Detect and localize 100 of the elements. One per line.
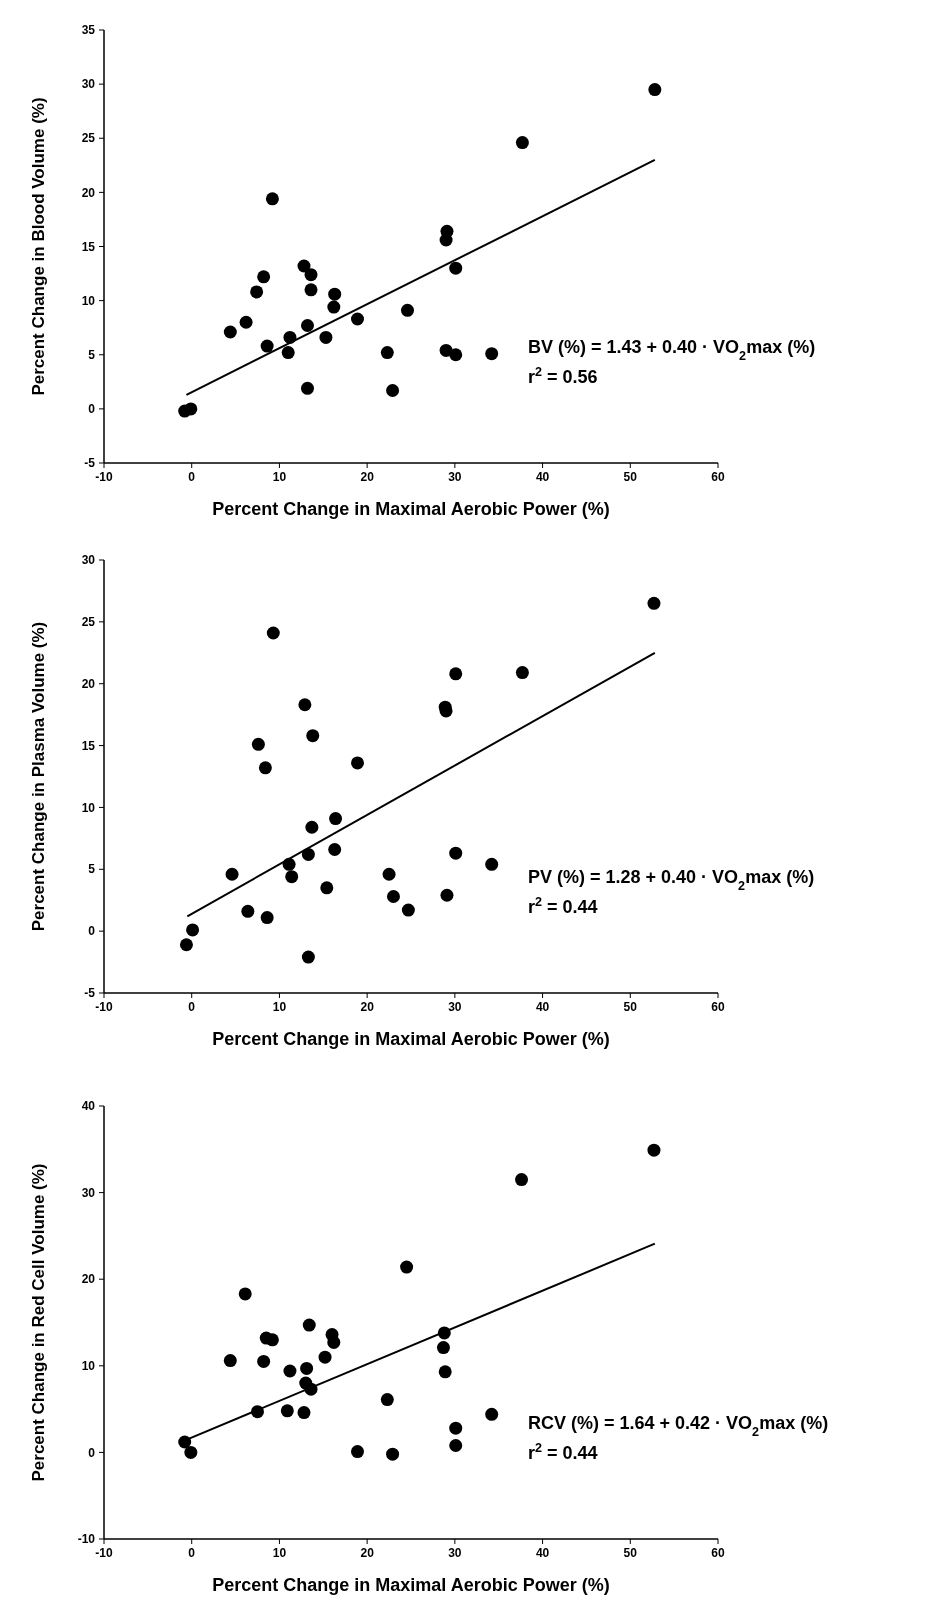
point bbox=[302, 1318, 316, 1332]
annotation: PV (%) = 1.28 + 0.40 · VO$_{2}$max (%) bbox=[528, 867, 815, 893]
x-axis-title: Percent Change in Maximal Aerobic Power (%) bbox=[212, 1029, 610, 1049]
point bbox=[380, 346, 394, 360]
point bbox=[350, 756, 364, 770]
point bbox=[241, 904, 255, 918]
point bbox=[449, 1438, 463, 1452]
x-tick-label: 10 bbox=[272, 1546, 287, 1560]
point bbox=[449, 846, 463, 860]
point bbox=[449, 667, 463, 681]
point bbox=[318, 1350, 332, 1364]
point bbox=[485, 347, 499, 361]
point bbox=[382, 867, 396, 881]
point bbox=[301, 319, 314, 333]
x-tick-label: 60 bbox=[711, 1000, 725, 1014]
x-tick-label: 50 bbox=[623, 470, 638, 484]
point bbox=[449, 1421, 463, 1435]
point bbox=[265, 192, 279, 206]
point bbox=[328, 842, 342, 856]
y-axis-title: Percent Change in Blood Volume (%) bbox=[29, 97, 48, 396]
point bbox=[257, 1354, 271, 1368]
x-tick-label: 10 bbox=[272, 470, 287, 484]
point bbox=[440, 224, 454, 238]
y-tick-label: 25 bbox=[81, 131, 96, 146]
x-tick-label: 50 bbox=[623, 1546, 638, 1560]
y-tick-label: 40 bbox=[81, 1099, 96, 1114]
point bbox=[301, 950, 315, 964]
point bbox=[386, 383, 400, 397]
y-tick-label: 0 bbox=[88, 924, 96, 939]
point bbox=[320, 881, 334, 895]
annotation: r$^{2}$ = 0.56 bbox=[528, 365, 598, 387]
point bbox=[179, 938, 193, 952]
point bbox=[297, 1406, 311, 1420]
x-tick-label: 30 bbox=[448, 470, 462, 484]
point bbox=[648, 83, 662, 97]
y-axis-title: Percent Change in Red Cell Volume (%) bbox=[29, 1163, 48, 1482]
point bbox=[265, 1333, 279, 1347]
annotation: BV (%) = 1.43 + 0.40 · VO$_{2}$max (%) bbox=[528, 337, 816, 363]
y-tick-label: 20 bbox=[81, 676, 96, 691]
point bbox=[515, 1173, 529, 1187]
y-tick-label: 15 bbox=[81, 738, 96, 753]
y-tick-label: -10 bbox=[77, 1532, 96, 1547]
point bbox=[329, 812, 343, 826]
point bbox=[327, 1335, 341, 1349]
point bbox=[304, 268, 318, 282]
point bbox=[305, 820, 319, 834]
point bbox=[647, 1143, 661, 1157]
x-tick-label: 20 bbox=[360, 470, 375, 484]
point bbox=[260, 339, 274, 353]
point bbox=[186, 923, 200, 937]
y-tick-label: 30 bbox=[81, 77, 96, 92]
point bbox=[386, 890, 400, 903]
annotation: r$^{2}$ = 0.44 bbox=[528, 1441, 598, 1463]
x-tick-label: 60 bbox=[711, 470, 725, 484]
point bbox=[328, 287, 342, 301]
point bbox=[304, 283, 318, 297]
point bbox=[515, 136, 529, 150]
y-tick-label: -5 bbox=[84, 986, 96, 1001]
point bbox=[178, 1435, 192, 1449]
point bbox=[301, 381, 314, 395]
y-tick-label: 20 bbox=[81, 1272, 96, 1287]
point bbox=[485, 857, 499, 871]
point bbox=[251, 737, 265, 751]
point bbox=[283, 1364, 297, 1378]
y-axis-title: Percent Change in Plasma Volume (%) bbox=[29, 621, 48, 932]
y-tick-label: 30 bbox=[81, 553, 96, 568]
point bbox=[238, 1287, 252, 1301]
x-tick-label: 30 bbox=[448, 1000, 462, 1014]
point bbox=[239, 315, 253, 329]
y-tick-label: 5 bbox=[88, 347, 96, 362]
point bbox=[280, 1404, 294, 1418]
x-tick-label: 40 bbox=[535, 470, 550, 484]
point bbox=[449, 261, 463, 275]
point bbox=[260, 911, 274, 925]
point bbox=[380, 1393, 394, 1407]
point bbox=[386, 1447, 400, 1461]
point bbox=[223, 1354, 237, 1368]
point bbox=[485, 1407, 499, 1421]
x-tick-label: 30 bbox=[448, 1546, 462, 1560]
point bbox=[225, 867, 239, 881]
y-tick-label: 10 bbox=[81, 293, 96, 308]
y-tick-label: 5 bbox=[88, 862, 96, 877]
point bbox=[281, 346, 295, 360]
point bbox=[438, 1365, 452, 1379]
y-tick-label: 30 bbox=[81, 1185, 96, 1200]
y-tick-label: 10 bbox=[81, 1359, 96, 1373]
x-tick-label: 20 bbox=[360, 1546, 375, 1560]
point bbox=[400, 1260, 414, 1274]
point bbox=[350, 312, 364, 326]
point bbox=[184, 1445, 198, 1459]
point bbox=[515, 666, 529, 680]
point bbox=[647, 596, 661, 610]
x-tick-label: 60 bbox=[711, 1546, 725, 1560]
x-axis-title: Percent Change in Maximal Aerobic Power (%) bbox=[212, 1575, 610, 1595]
point bbox=[327, 300, 341, 314]
y-tick-label: 0 bbox=[88, 402, 96, 417]
point bbox=[285, 870, 299, 884]
y-tick-label: 0 bbox=[88, 1445, 96, 1460]
y-tick-label: 20 bbox=[81, 185, 96, 200]
x-tick-label: 40 bbox=[535, 1546, 550, 1560]
